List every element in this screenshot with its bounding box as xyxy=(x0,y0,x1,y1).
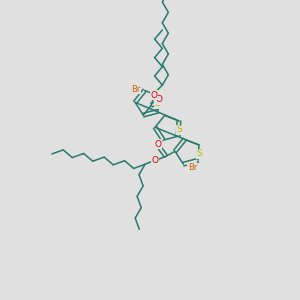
Text: S: S xyxy=(154,99,160,108)
Text: Br: Br xyxy=(131,85,140,94)
Text: O: O xyxy=(154,140,161,149)
Text: O: O xyxy=(155,95,162,104)
Text: O: O xyxy=(151,91,158,100)
Text: Br: Br xyxy=(188,163,197,172)
Text: S: S xyxy=(196,149,202,158)
Text: O: O xyxy=(152,156,158,165)
Text: S: S xyxy=(177,125,182,134)
